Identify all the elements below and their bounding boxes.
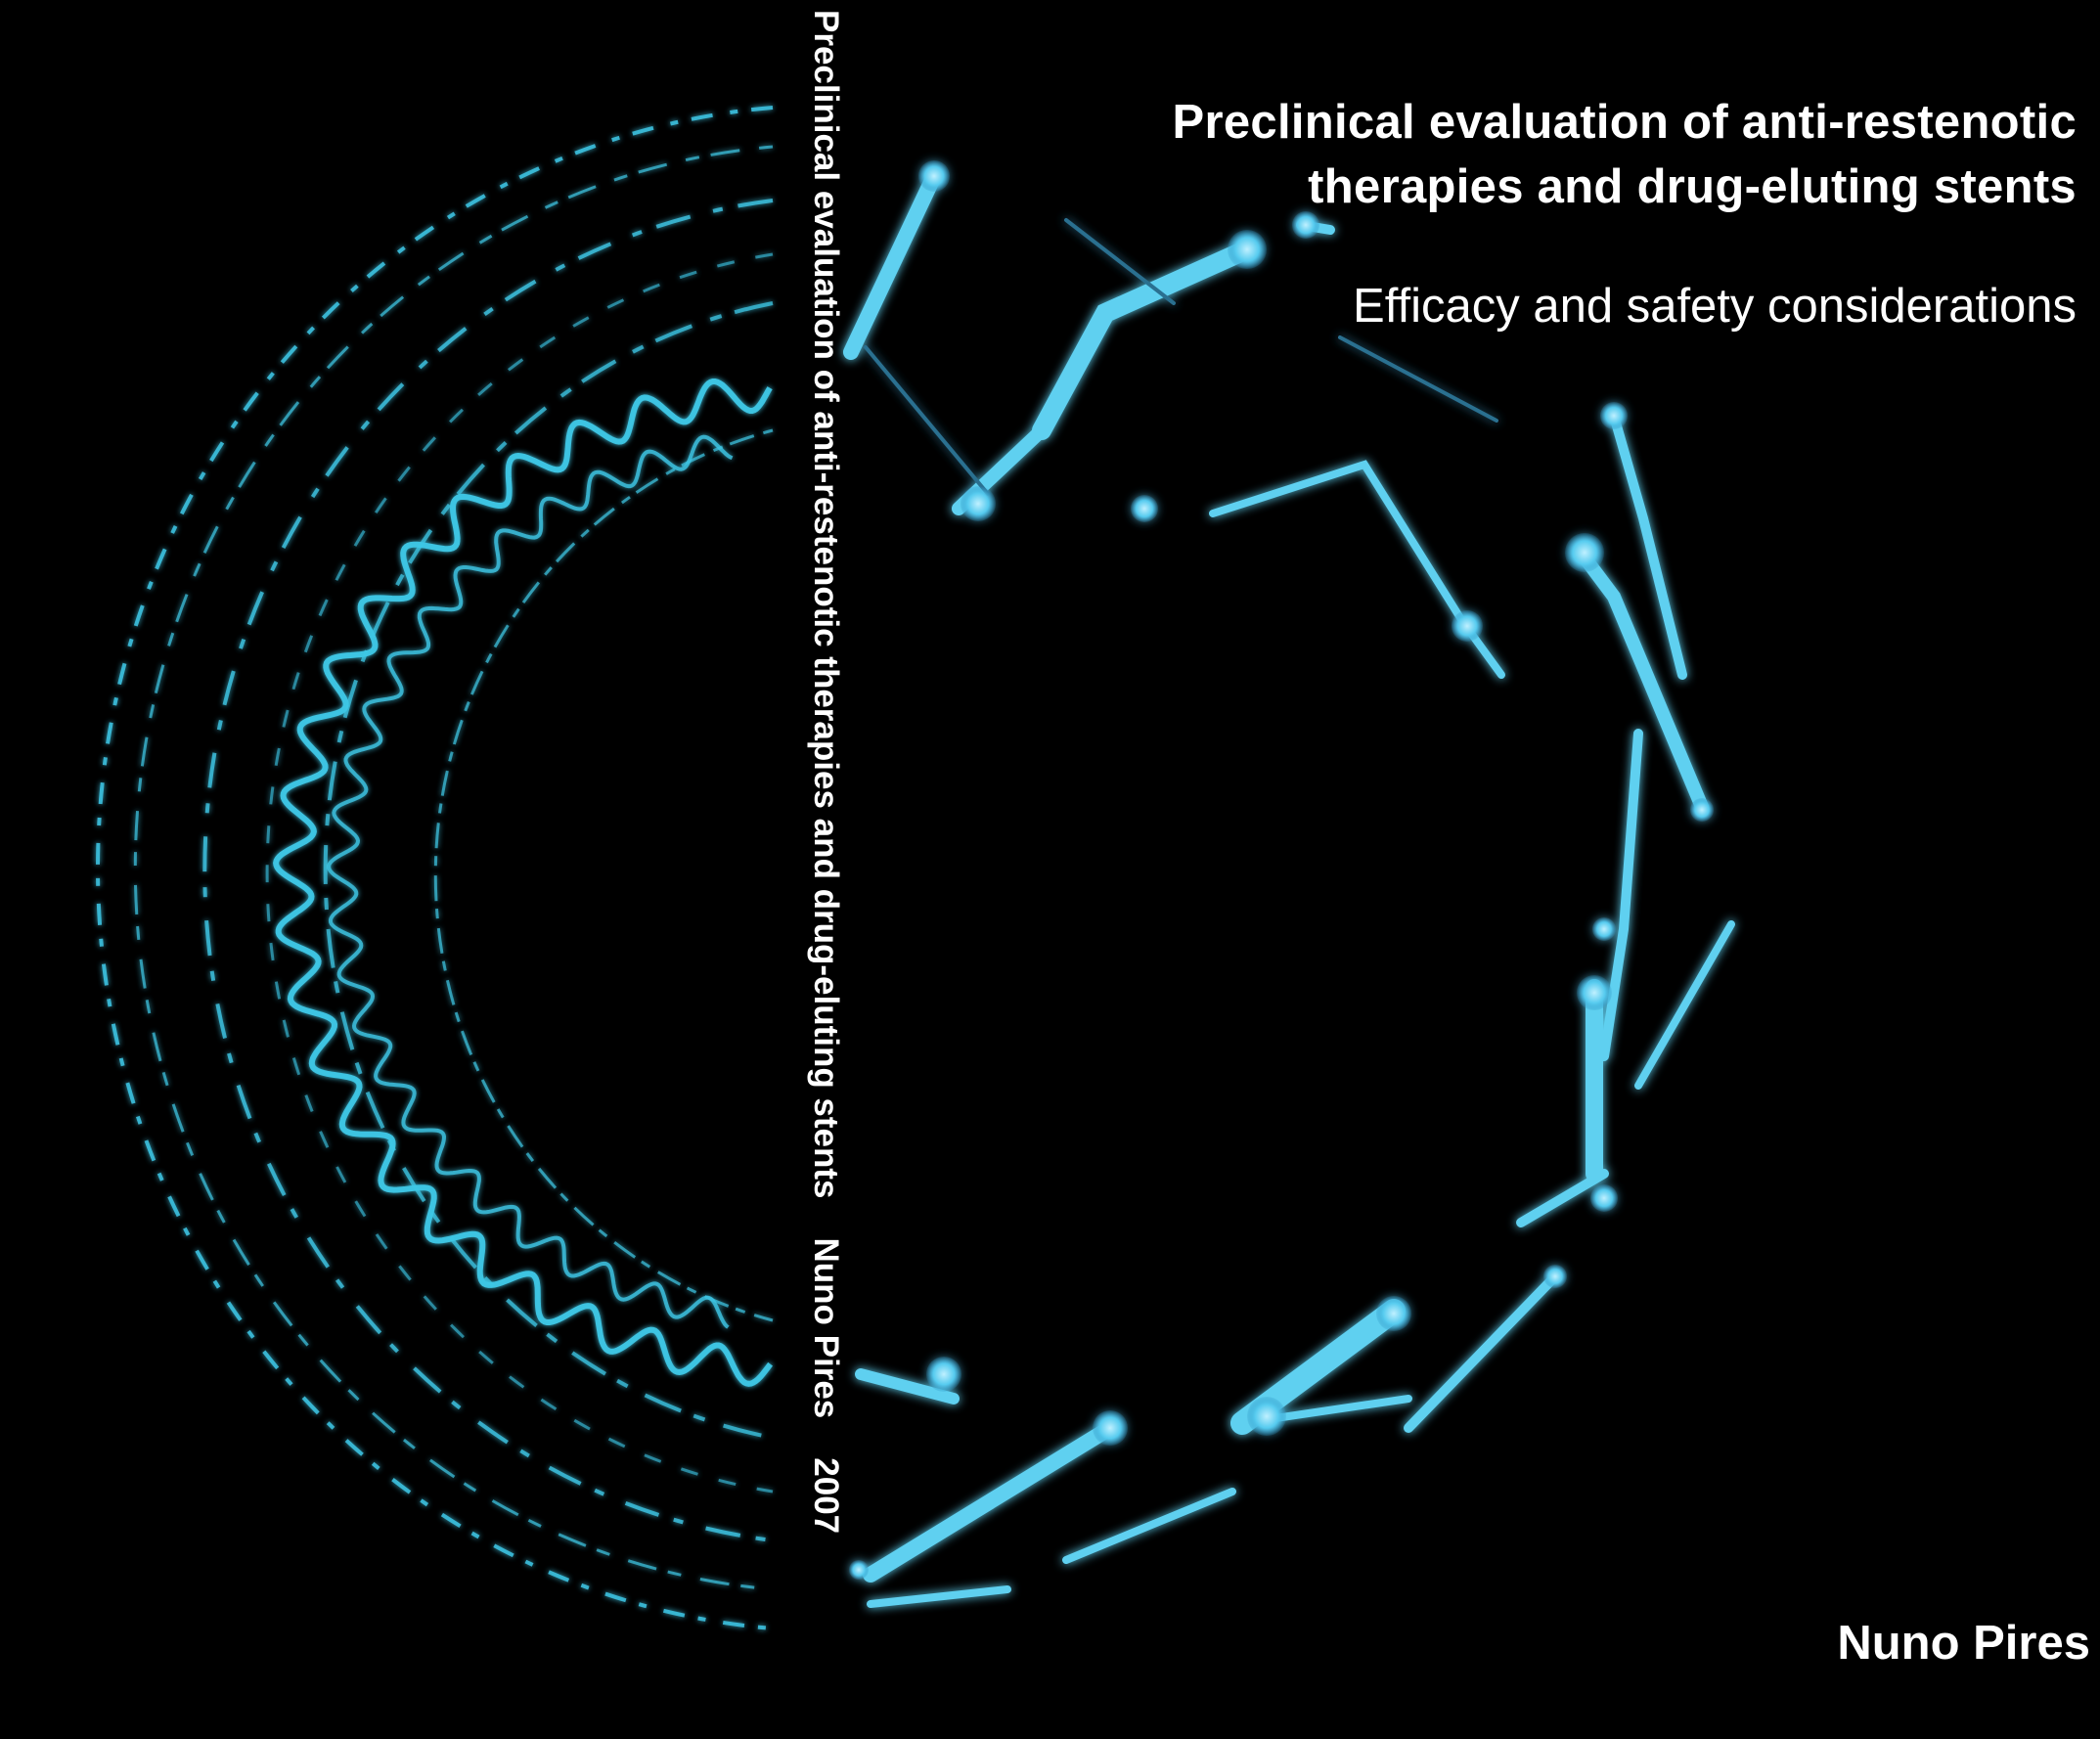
outer-ring-2	[133, 145, 774, 1591]
outer-ring-5	[323, 301, 774, 1440]
outer-ring-4	[265, 252, 774, 1494]
vessel-wall-illustration	[96, 106, 774, 1630]
book-spine: Preclinical evaluation of anti-restenoti…	[803, 0, 848, 1739]
media-ring	[433, 428, 774, 1322]
cover-subtitle: Efficacy and safety considerations	[1353, 280, 2077, 333]
cover-author: Nuno Pires	[1837, 1617, 2090, 1670]
spine-year: 2007	[807, 1457, 845, 1535]
elastic-lamina-wave	[273, 379, 773, 1387]
elastic-lamina-wave-inner	[327, 434, 734, 1329]
spine-title: Preclinical evaluation of anti-restenoti…	[807, 10, 845, 1199]
cover-title: Preclinical evaluation of anti-restenoti…	[1172, 96, 2077, 213]
outer-ring-1	[96, 106, 774, 1630]
stent-struts-illustration	[843, 160, 1735, 1608]
spine-author: Nuno Pires	[807, 1237, 845, 1419]
outer-ring-3	[202, 199, 774, 1542]
